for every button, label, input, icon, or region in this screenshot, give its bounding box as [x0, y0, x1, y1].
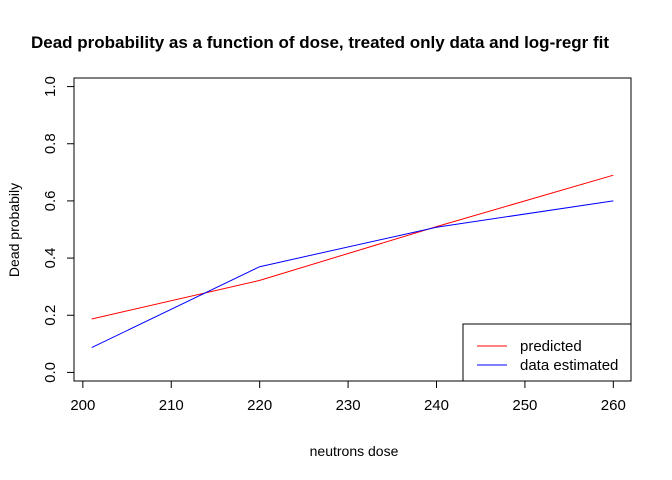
y-tick-label: 0.6 [42, 190, 59, 211]
chart-title: Dead probability as a function of dose, … [31, 33, 609, 52]
y-axis: 0.0 0.2 0.4 0.6 0.8 1.0 [42, 76, 75, 383]
x-tick-label: 260 [601, 397, 626, 414]
y-tick-label: 0.0 [42, 362, 59, 383]
series-line-predicted [91, 174, 614, 320]
legend-label: predicted [520, 338, 582, 355]
x-tick-label: 230 [336, 397, 361, 414]
x-axis-label: neutrons dose [310, 443, 399, 459]
series-layer [91, 174, 614, 349]
y-tick-label: 1.0 [42, 76, 59, 97]
y-tick-label: 0.8 [42, 133, 59, 154]
legend: predicted data estimated [462, 323, 632, 382]
x-tick-label: 220 [247, 397, 272, 414]
y-tick-label: 0.2 [42, 305, 59, 326]
x-tick-label: 210 [159, 397, 184, 414]
y-axis-label: Dead probabily [6, 183, 22, 277]
x-tick-label: 250 [512, 397, 537, 414]
legend-box [462, 323, 632, 382]
x-axis: 200 210 220 230 240 250 260 [70, 380, 626, 414]
y-tick-label: 0.4 [42, 248, 59, 269]
x-tick-label: 200 [70, 397, 95, 414]
legend-label: data estimated [520, 357, 618, 374]
x-tick-label: 240 [424, 397, 449, 414]
series-line-data-estimated [91, 200, 614, 349]
